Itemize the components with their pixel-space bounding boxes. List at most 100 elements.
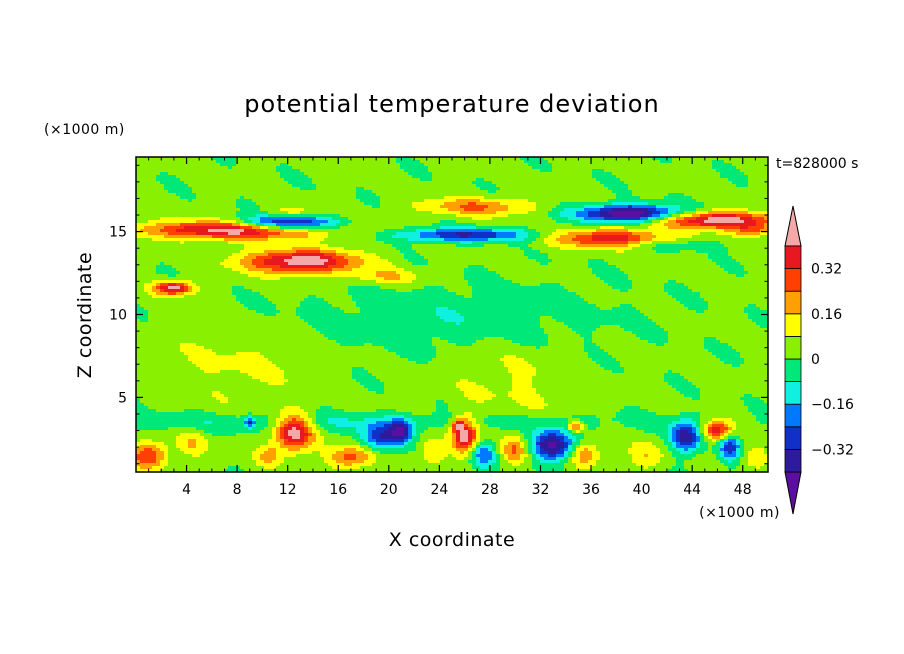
field-cell xyxy=(464,250,469,254)
field-cell xyxy=(364,175,369,179)
field-cell xyxy=(292,169,297,173)
field-cell xyxy=(520,226,525,230)
field-cell xyxy=(340,223,345,227)
field-cell xyxy=(424,238,429,242)
field-cell xyxy=(348,250,353,254)
field-cell xyxy=(712,193,717,197)
field-cell xyxy=(276,160,281,164)
field-cell xyxy=(148,208,153,212)
field-cell xyxy=(692,247,697,251)
field-cell xyxy=(148,247,153,251)
field-cell xyxy=(152,226,157,230)
field-cell xyxy=(736,232,741,236)
field-cell xyxy=(228,220,233,224)
field-cell xyxy=(488,178,493,182)
field-cell xyxy=(684,175,689,179)
field-cell xyxy=(380,211,385,215)
field-cell xyxy=(492,232,497,236)
field-cell xyxy=(488,217,493,221)
field-cell xyxy=(548,190,553,194)
field-cell xyxy=(176,166,181,170)
field-cell xyxy=(728,232,733,236)
field-cell xyxy=(716,205,721,209)
field-cell xyxy=(144,223,149,227)
field-cell xyxy=(460,226,465,230)
field-cell xyxy=(744,187,749,191)
field-cell xyxy=(300,205,305,209)
field-cell xyxy=(516,238,521,242)
field-cell xyxy=(396,214,401,218)
field-cell xyxy=(624,169,629,173)
field-cell xyxy=(428,184,433,188)
field-cell xyxy=(752,205,757,209)
field-cell xyxy=(332,244,337,248)
field-cell xyxy=(252,241,257,245)
field-cell xyxy=(672,166,677,170)
field-cell xyxy=(160,217,165,221)
field-cell xyxy=(616,244,621,248)
field-cell xyxy=(204,184,209,188)
field-cell xyxy=(268,238,273,242)
field-cell xyxy=(572,220,577,224)
field-cell xyxy=(412,181,417,185)
field-cell xyxy=(272,247,277,251)
field-cell xyxy=(588,223,593,227)
field-cell xyxy=(568,181,573,185)
field-cell xyxy=(180,211,185,215)
field-cell xyxy=(528,223,533,227)
field-cell xyxy=(392,172,397,176)
field-cell xyxy=(192,232,197,236)
field-cell xyxy=(416,178,421,182)
field-cell xyxy=(568,199,573,203)
field-cell xyxy=(736,235,741,239)
field-cell xyxy=(724,166,729,170)
field-cell xyxy=(464,160,469,164)
field-cell xyxy=(440,250,445,254)
field-cell xyxy=(164,238,169,242)
field-cell xyxy=(576,193,581,197)
field-cell xyxy=(696,238,701,242)
field-cell xyxy=(612,175,617,179)
field-cell xyxy=(144,235,149,239)
field-cell xyxy=(140,244,145,248)
field-cell xyxy=(568,178,573,182)
field-cell xyxy=(160,247,165,251)
field-cell xyxy=(676,184,681,188)
field-cell xyxy=(300,157,305,161)
field-cell xyxy=(260,187,265,191)
field-cell xyxy=(180,223,185,227)
field-cell xyxy=(240,226,245,230)
field-cell xyxy=(596,232,601,236)
field-cell xyxy=(444,223,449,227)
field-cell xyxy=(740,184,745,188)
field-cell xyxy=(372,160,377,164)
field-cell xyxy=(260,193,265,197)
field-cell xyxy=(556,199,561,203)
field-cell xyxy=(708,229,713,233)
field-cell xyxy=(636,238,641,242)
field-cell xyxy=(352,187,357,191)
field-cell xyxy=(500,235,505,239)
field-cell xyxy=(288,232,293,236)
field-cell xyxy=(404,244,409,248)
field-cell xyxy=(252,223,257,227)
field-cell xyxy=(144,169,149,173)
field-cell xyxy=(704,223,709,227)
field-cell xyxy=(760,199,765,203)
field-cell xyxy=(572,214,577,218)
field-cell xyxy=(536,181,541,185)
field-cell xyxy=(272,190,277,194)
field-cell xyxy=(724,193,729,197)
field-cell xyxy=(688,163,693,167)
field-cell xyxy=(300,220,305,224)
field-cell xyxy=(364,226,369,230)
field-cell xyxy=(452,193,457,197)
field-cell xyxy=(416,157,421,161)
field-cell xyxy=(420,250,425,254)
field-cell xyxy=(560,205,565,209)
field-cell xyxy=(632,175,637,179)
field-cell xyxy=(644,181,649,185)
field-cell xyxy=(760,217,765,221)
field-cell xyxy=(252,193,257,197)
field-cell xyxy=(684,229,689,233)
